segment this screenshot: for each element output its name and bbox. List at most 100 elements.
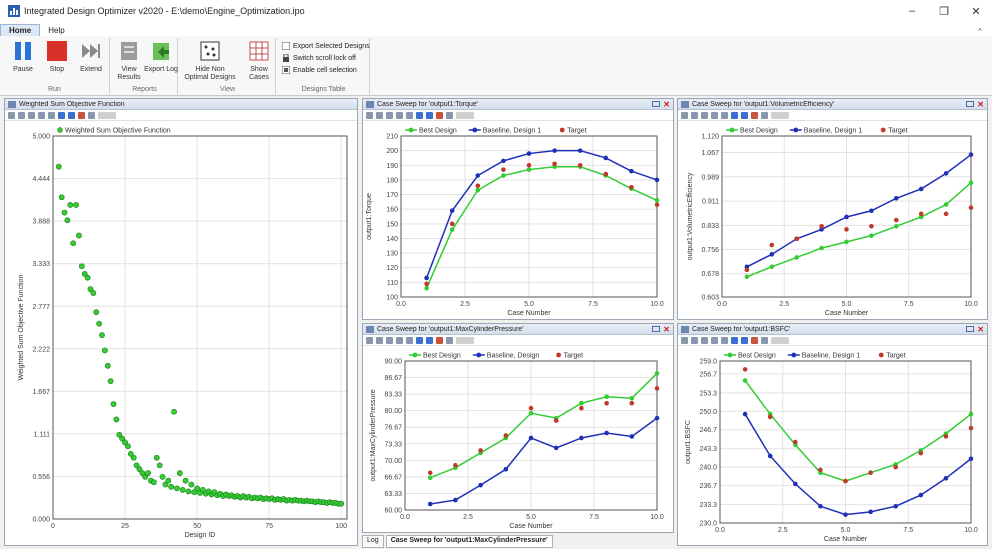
select-icon[interactable] [58,111,65,119]
data-point [968,205,974,210]
x-tick-label: 7.5 [588,301,598,308]
ribbon: Pause Stop Extend Run View Results Expor… [0,36,992,96]
list-dropdown[interactable] [456,336,474,344]
list-dropdown[interactable] [771,111,789,119]
series-line [425,165,658,289]
data-point [794,255,799,260]
undo-icon[interactable] [681,336,688,344]
export-log-button[interactable]: Export Log [144,40,178,74]
close-button[interactable]: ✕ [971,5,981,18]
zoom-out-icon[interactable] [396,111,403,119]
select-icon[interactable] [416,111,423,119]
chart-toolbar [5,110,357,121]
copy-icon[interactable] [88,111,95,119]
zoom-icon[interactable] [386,336,393,344]
redo-icon[interactable] [691,336,698,344]
x-tick-label: 25 [121,523,129,530]
settings-icon[interactable] [751,111,758,119]
series-line [430,417,658,505]
settings-icon[interactable] [436,336,443,344]
data-point [968,152,974,157]
maximize-panel-icon[interactable] [652,326,661,332]
show-cases-button[interactable]: Show Cases [242,40,276,82]
zoom-out-icon[interactable] [711,336,718,344]
enable-cell-label: Enable cell selection [293,66,357,74]
copy-icon[interactable] [761,336,768,344]
plot-frame [400,135,658,298]
data-point [577,162,583,168]
axis-icon[interactable] [741,111,748,119]
switch-scroll-button[interactable]: Switch scroll lock off [282,54,356,62]
zoom-out-icon[interactable] [396,336,403,344]
pan-icon[interactable] [721,336,728,344]
stop-button[interactable]: Stop [40,40,74,74]
maximize-button[interactable]: ❐ [939,5,949,18]
copy-icon[interactable] [761,111,768,119]
zoom-icon[interactable] [386,111,393,119]
maximize-panel-icon[interactable] [966,326,975,332]
view-results-button[interactable]: View Results [112,40,146,82]
minimize-button[interactable]: – [908,5,916,17]
redo-icon[interactable] [691,111,698,119]
redo-icon[interactable] [376,111,383,119]
undo-icon[interactable] [366,111,373,119]
data-point [449,227,455,232]
settings-icon[interactable] [436,111,443,119]
undo-icon[interactable] [366,336,373,344]
copy-icon[interactable] [446,111,453,119]
close-panel-icon[interactable]: ✕ [977,324,984,334]
maximize-panel-icon[interactable] [652,101,661,107]
export-selected-button[interactable]: Export Selected Designs [282,42,370,50]
tab-log[interactable]: Log [362,535,384,548]
pause-button[interactable]: Pause [6,40,40,74]
extend-label: Extend [80,66,102,73]
collapse-ribbon-button[interactable]: ^ [978,27,982,36]
bsfc-chart: 0.0 2.5 5.0 7.5 10.0 230.0 233.3 236.7 240.0 243.… [685,352,978,544]
undo-icon[interactable] [681,111,688,119]
maximize-panel-icon[interactable] [966,101,975,107]
x-tick-label: 7.5 [904,301,914,308]
zoom-icon[interactable] [701,336,708,344]
undo-icon[interactable] [8,111,15,119]
redo-icon[interactable] [376,336,383,344]
copy-icon[interactable] [446,336,453,344]
settings-icon[interactable] [751,336,758,344]
data-point [81,270,88,277]
zoom-out-icon[interactable] [38,111,45,119]
extend-button[interactable]: Extend [74,40,108,74]
plot-frame [404,360,658,511]
axis-icon[interactable] [68,111,75,119]
close-panel-icon[interactable]: ✕ [663,99,670,109]
hide-non-optimal-button[interactable]: Hide Non Optimal Designs [184,40,236,82]
y-tick-label: 140 [386,236,398,243]
pan-icon[interactable] [721,111,728,119]
select-icon[interactable] [731,111,738,119]
zoom-icon[interactable] [28,111,35,119]
legend-marker [878,352,884,358]
tab-home[interactable]: Home [0,24,41,36]
enable-cell-button[interactable]: Enable cell selection [282,66,357,74]
data-point [125,443,131,450]
axis-icon[interactable] [741,336,748,344]
list-dropdown[interactable] [771,336,789,344]
select-icon[interactable] [731,336,738,344]
pan-icon[interactable] [406,111,413,119]
redo-icon[interactable] [18,111,25,119]
close-panel-icon[interactable]: ✕ [977,99,984,109]
panel-header: Case Sweep for 'output1:Torque' ✕ [363,99,673,110]
list-dropdown[interactable] [98,111,116,119]
axis-icon[interactable] [426,111,433,119]
pan-icon[interactable] [406,336,413,344]
axis-icon[interactable] [426,336,433,344]
tab-help[interactable]: Help [48,26,65,35]
list-dropdown[interactable] [456,111,474,119]
settings-icon[interactable] [78,111,85,119]
zoom-icon[interactable] [701,111,708,119]
zoom-out-icon[interactable] [711,111,718,119]
torque-chart: 0.0 2.5 5.0 7.5 10.0 100 110 120 130 140 150 160 170… [366,128,664,318]
tab-case-sweep-pressure[interactable]: Case Sweep for 'output1:MaxCylinderPress… [385,535,553,548]
close-panel-icon[interactable]: ✕ [663,324,670,334]
select-icon[interactable] [416,336,423,344]
y-tick-label: 2.777 [32,304,50,311]
pan-icon[interactable] [48,111,55,119]
